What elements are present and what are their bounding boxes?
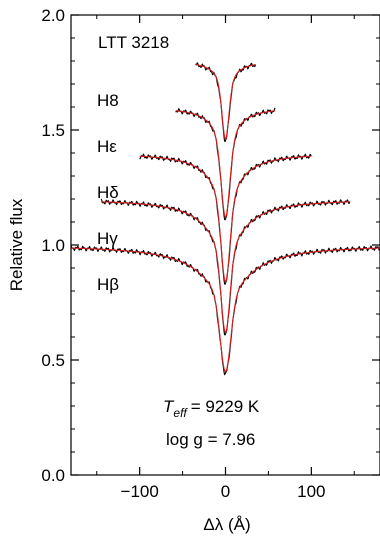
y-tick-label: 1.5 [41,121,65,140]
plot-area: Hβ Hγ Hδ Hε H8 [70,62,380,376]
teff-subscript: eff [173,406,188,420]
plot-frame [70,14,380,476]
series-label: H8 [97,91,119,110]
model-line [70,247,380,373]
axis-ticks: 0.0 0.5 1.0 1.5 2.0 −100 0 100 [41,6,380,501]
x-tick-label: 100 [297,482,325,501]
series-label: Hβ [97,275,119,294]
series-label: Hδ [97,183,119,202]
y-axis-label: Relative flux [7,198,26,291]
model-line [195,64,256,141]
y-tick-label: 2.0 [41,6,65,25]
x-tick-label: −100 [121,482,159,501]
y-tick-label: 1.0 [41,236,65,255]
star-label: LTT 3218 [98,33,169,52]
y-tick-label: 0.5 [41,351,65,370]
series-label: Hε [97,137,117,156]
x-tick-label: 0 [221,482,230,501]
x-axis-label: Δλ (Å) [203,515,250,534]
logg-annotation: log g = 7.96 [166,430,255,449]
series-label: Hγ [97,229,118,248]
teff-value: = 9229 K [191,397,260,416]
observed-line [70,245,380,376]
model-line [101,201,350,334]
y-tick-label: 0.0 [41,466,65,485]
observed-line [195,62,257,143]
teff-annotation: Teff = 9229 K [163,397,260,420]
teff-symbol: T [163,397,175,416]
model-line [175,110,276,219]
model-line [139,155,312,283]
